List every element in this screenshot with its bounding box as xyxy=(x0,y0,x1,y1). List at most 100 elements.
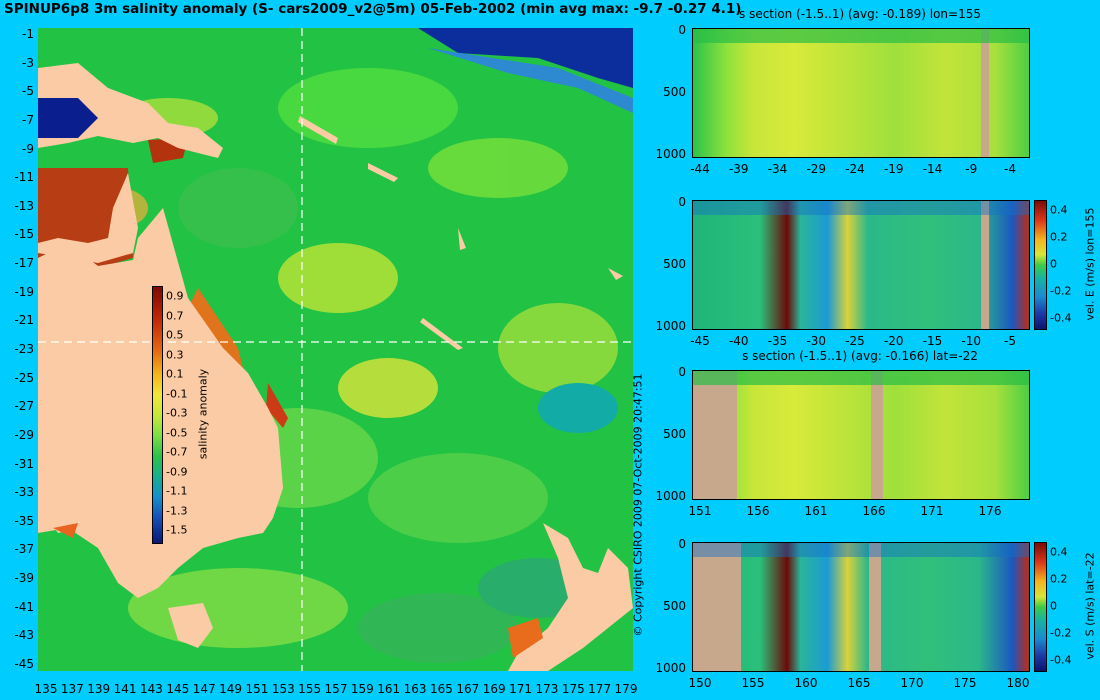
panel-x-tick: -29 xyxy=(806,162,827,176)
panel-y-tick: 1000 xyxy=(655,319,686,333)
panel-y-tick: 0 xyxy=(678,365,686,379)
new-zealand-land xyxy=(508,523,633,671)
panel-y-tick: 0 xyxy=(678,195,686,209)
colorbar-tick: 0.9 xyxy=(166,289,184,303)
map-y-tick: -45 xyxy=(14,657,34,671)
map-y-tick: -13 xyxy=(14,198,34,213)
map-y-tick: -39 xyxy=(14,571,34,586)
map-x-tick: 159 xyxy=(350,682,374,696)
map-x-tick: 173 xyxy=(535,682,559,696)
colorbar-tick: 0.7 xyxy=(166,309,184,322)
velocity-colorbar-tick: -0.4 xyxy=(1050,653,1072,667)
panel-y-tick: 500 xyxy=(663,257,686,271)
panel-x-tick: 156 xyxy=(746,504,770,518)
panel-x-tick: 170 xyxy=(900,676,924,690)
map-y-tick: -41 xyxy=(14,599,34,614)
map-y-tick: -23 xyxy=(14,342,34,356)
map-x-tick: 175 xyxy=(561,682,585,696)
map-y-tick: -15 xyxy=(14,227,34,242)
map-x-tick: 141 xyxy=(113,682,137,696)
panel-y-tick: 500 xyxy=(663,599,686,613)
surface-layer xyxy=(693,371,1029,385)
colorbar-label: salinity anomaly xyxy=(196,368,210,460)
map-x-tick: 139 xyxy=(87,682,111,696)
panel-x-tick: 176 xyxy=(978,504,1002,518)
new-caledonia-land xyxy=(420,318,463,350)
land-mask xyxy=(981,201,989,329)
map-y-tick: -21 xyxy=(14,313,34,328)
colorbar-tick: -1.3 xyxy=(166,504,188,517)
map-y-tick: -37 xyxy=(14,542,34,557)
velocity-colorbar-tick: -0.2 xyxy=(1050,626,1072,640)
map-x-tick: 157 xyxy=(324,682,348,696)
panel-x-tick: -9 xyxy=(965,162,978,176)
colorbar-tick: -1.5 xyxy=(166,523,188,537)
colorbar-tick: -0.1 xyxy=(166,387,188,400)
panel-x-tick: -44 xyxy=(690,162,710,176)
map-y-tick: -31 xyxy=(14,456,34,471)
map-x-tick: 151 xyxy=(245,682,269,696)
tasmania-land xyxy=(168,603,213,648)
velocity-colorbar-tick: 0.4 xyxy=(1050,203,1068,217)
panel-x-tick: -14 xyxy=(922,162,943,176)
panel-x-tick: -34 xyxy=(767,162,788,176)
map-y-tick: -5 xyxy=(22,84,34,99)
map-y-tick: -29 xyxy=(14,427,34,442)
map-y-tick: -11 xyxy=(14,170,34,185)
panel-x-tick: -15 xyxy=(922,334,943,348)
colorbar-tick: 0.3 xyxy=(166,348,184,361)
panel-y-tick: 500 xyxy=(663,427,686,441)
panel-title: s section (-1.5..1) (avg: -0.166) lat=-2… xyxy=(742,349,978,363)
panel-x-tick: 161 xyxy=(804,504,828,518)
colorbar-tick: -0.7 xyxy=(166,445,188,459)
colorbar-tick: 0.5 xyxy=(166,328,184,342)
copyright-text: © Copyright CSIRO 2009 07-Oct-2009 20:47… xyxy=(631,373,645,637)
panel-x-tick: 171 xyxy=(920,504,944,518)
panel-x-tick: 180 xyxy=(1006,676,1030,690)
surface-layer xyxy=(693,29,1029,43)
map-y-tick: -19 xyxy=(14,284,34,299)
colorbar-tick: -0.5 xyxy=(166,426,188,439)
panel-x-tick: -35 xyxy=(767,334,788,348)
panel-x-tick: -4 xyxy=(1004,162,1016,176)
map-y-tick: -3 xyxy=(22,55,34,70)
velocity-colorbar xyxy=(1034,200,1047,330)
map-x-tick: 179 xyxy=(614,682,638,696)
salinity-map[interactable] xyxy=(38,28,633,671)
velocity-colorbar-tick: 0.2 xyxy=(1050,230,1068,244)
map-y-tick: -27 xyxy=(14,399,34,414)
land-mask xyxy=(871,371,883,499)
fresh-water-patch xyxy=(418,28,633,88)
section-plot[interactable] xyxy=(692,542,1030,672)
panel-y-tick: 0 xyxy=(678,23,686,37)
panel-y-tick: 0 xyxy=(678,537,686,551)
colorbar-tick: -0.9 xyxy=(166,465,188,478)
map-x-tick: 149 xyxy=(219,682,242,696)
panel-x-tick: -24 xyxy=(845,162,865,176)
section-plot[interactable] xyxy=(692,200,1030,330)
map-y-tick: -7 xyxy=(22,112,34,127)
map-x-tick: 167 xyxy=(456,682,480,696)
figure-title: SPINUP6p8 3m salinity anomaly (S- cars20… xyxy=(4,1,742,17)
panel-y-tick: 500 xyxy=(663,85,686,99)
velocity-colorbar-tick: -0.2 xyxy=(1050,284,1072,298)
colorbar-gradient xyxy=(152,286,163,544)
section-plot[interactable] xyxy=(692,370,1030,500)
velocity-colorbar-tick: 0.2 xyxy=(1050,572,1068,586)
panel-x-tick: 155 xyxy=(741,676,765,690)
new-guinea-land xyxy=(38,63,223,158)
land-mask xyxy=(693,543,741,671)
map-x-tick: 145 xyxy=(166,682,190,696)
colorbar-tick: -1.1 xyxy=(166,484,188,498)
colorbar-tick: -0.3 xyxy=(166,406,188,420)
panel-x-tick: 165 xyxy=(847,676,871,690)
map-y-tick: -1 xyxy=(22,27,34,41)
section-plot[interactable] xyxy=(692,28,1030,158)
panel-x-tick: -10 xyxy=(961,334,982,348)
panel-title: s section (-1.5..1) (avg: -0.189) lon=15… xyxy=(739,7,981,21)
panel-x-tick: -5 xyxy=(1004,334,1016,348)
velocity-colorbar-label: vel. S (m/s) lat=-22 xyxy=(1083,552,1097,660)
panel-x-tick: -39 xyxy=(728,162,749,176)
panel-x-tick: -20 xyxy=(883,334,904,348)
panel-x-tick: -45 xyxy=(690,334,710,348)
